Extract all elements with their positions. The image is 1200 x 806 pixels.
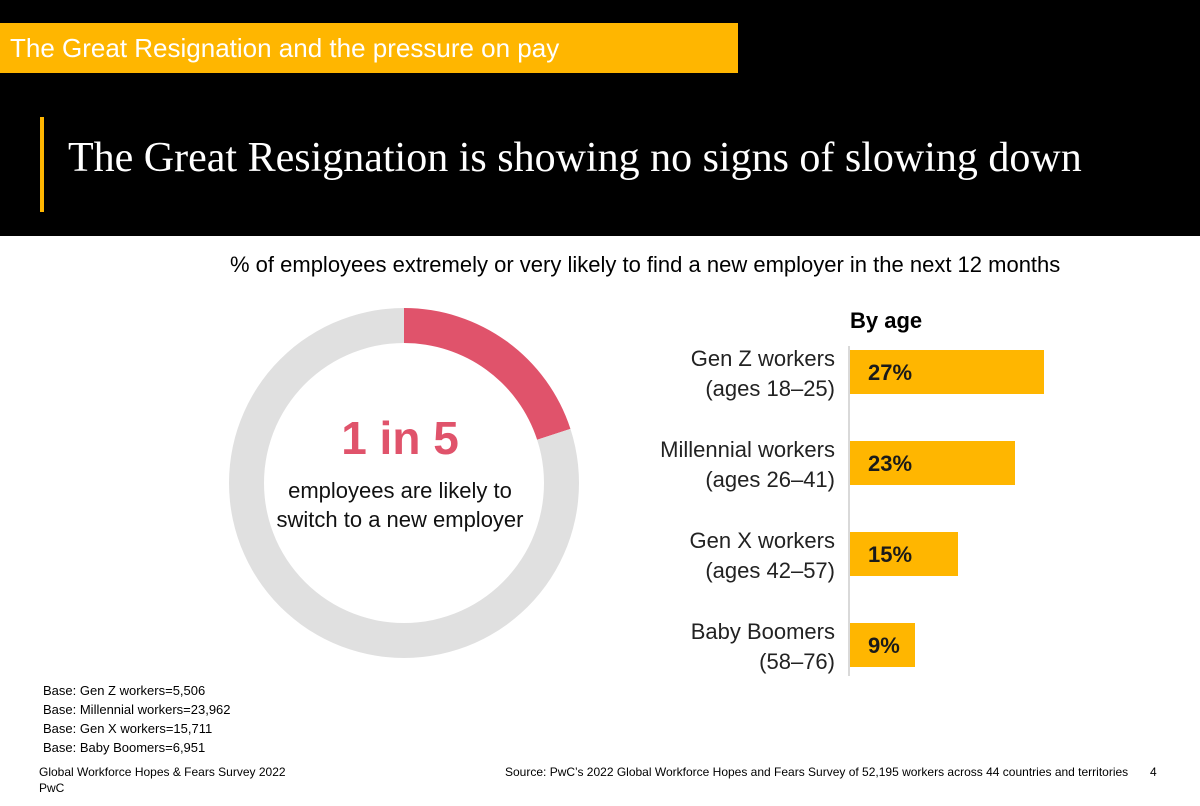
- bar-axis-line: [848, 346, 850, 676]
- by-age-label: By age: [850, 308, 923, 333]
- bar-category-label: Baby Boomers (58–76): [575, 617, 835, 677]
- base-notes: Base: Gen Z workers=5,506 Base: Millenni…: [43, 681, 231, 757]
- bar-category-range: (ages 42–57): [705, 558, 835, 583]
- footer-survey-name: Global Workforce Hopes & Fears Survey 20…: [39, 765, 286, 779]
- bar-category-name: Gen X workers: [689, 528, 836, 553]
- donut-caption: employees are likely to switch to a new …: [276, 478, 524, 532]
- title-accent-bar: [40, 117, 44, 212]
- donut-chart: [229, 308, 579, 658]
- bar-category-range: (ages 18–25): [705, 376, 835, 401]
- bar: [850, 441, 1015, 485]
- bar-category-range: (ages 26–41): [705, 467, 835, 492]
- donut-headline: 1 in 5: [341, 412, 459, 464]
- bar-category-name: Millennial workers: [660, 437, 835, 462]
- bar-category-range: (58–76): [759, 649, 835, 674]
- chart-subtitle: % of employees extremely or very likely …: [230, 252, 1061, 277]
- bar-value-label: 9%: [868, 633, 900, 658]
- donut-slice-highlight: [404, 308, 571, 440]
- base-note: Base: Baby Boomers=6,951: [43, 740, 206, 755]
- bar-category-label: Gen X workers (ages 42–57): [575, 526, 836, 586]
- bar-value-label: 15%: [868, 542, 913, 567]
- base-note: Base: Gen X workers=15,711: [43, 721, 213, 736]
- bar-category-label: Gen Z workers (ages 18–25): [575, 344, 835, 404]
- bar-category-label: Millennial workers (ages 26–41): [575, 435, 835, 495]
- bar-category-name: Gen Z workers: [690, 346, 835, 371]
- slide-title: The Great Resignation is showing no sign…: [68, 135, 1082, 181]
- bar-value-label: 23%: [868, 451, 913, 476]
- bar: [850, 623, 915, 667]
- footer-org: PwC: [39, 781, 65, 795]
- bar-category-name: Baby Boomers: [690, 619, 835, 644]
- base-note: Base: Gen Z workers=5,506: [43, 683, 206, 698]
- base-note: Base: Millennial workers=23,962: [43, 702, 231, 717]
- bar: [850, 532, 958, 576]
- section-tag: The Great Resignation and the pressure o…: [0, 23, 738, 73]
- bar-value-label: 27%: [868, 360, 913, 385]
- page-number: 4: [1150, 765, 1157, 779]
- footer-source: Source: PwC’s 2022 Global Workforce Hope…: [505, 765, 1129, 779]
- footer-left: Global Workforce Hopes & Fears Survey 20…: [39, 764, 286, 796]
- bar: [850, 350, 1044, 394]
